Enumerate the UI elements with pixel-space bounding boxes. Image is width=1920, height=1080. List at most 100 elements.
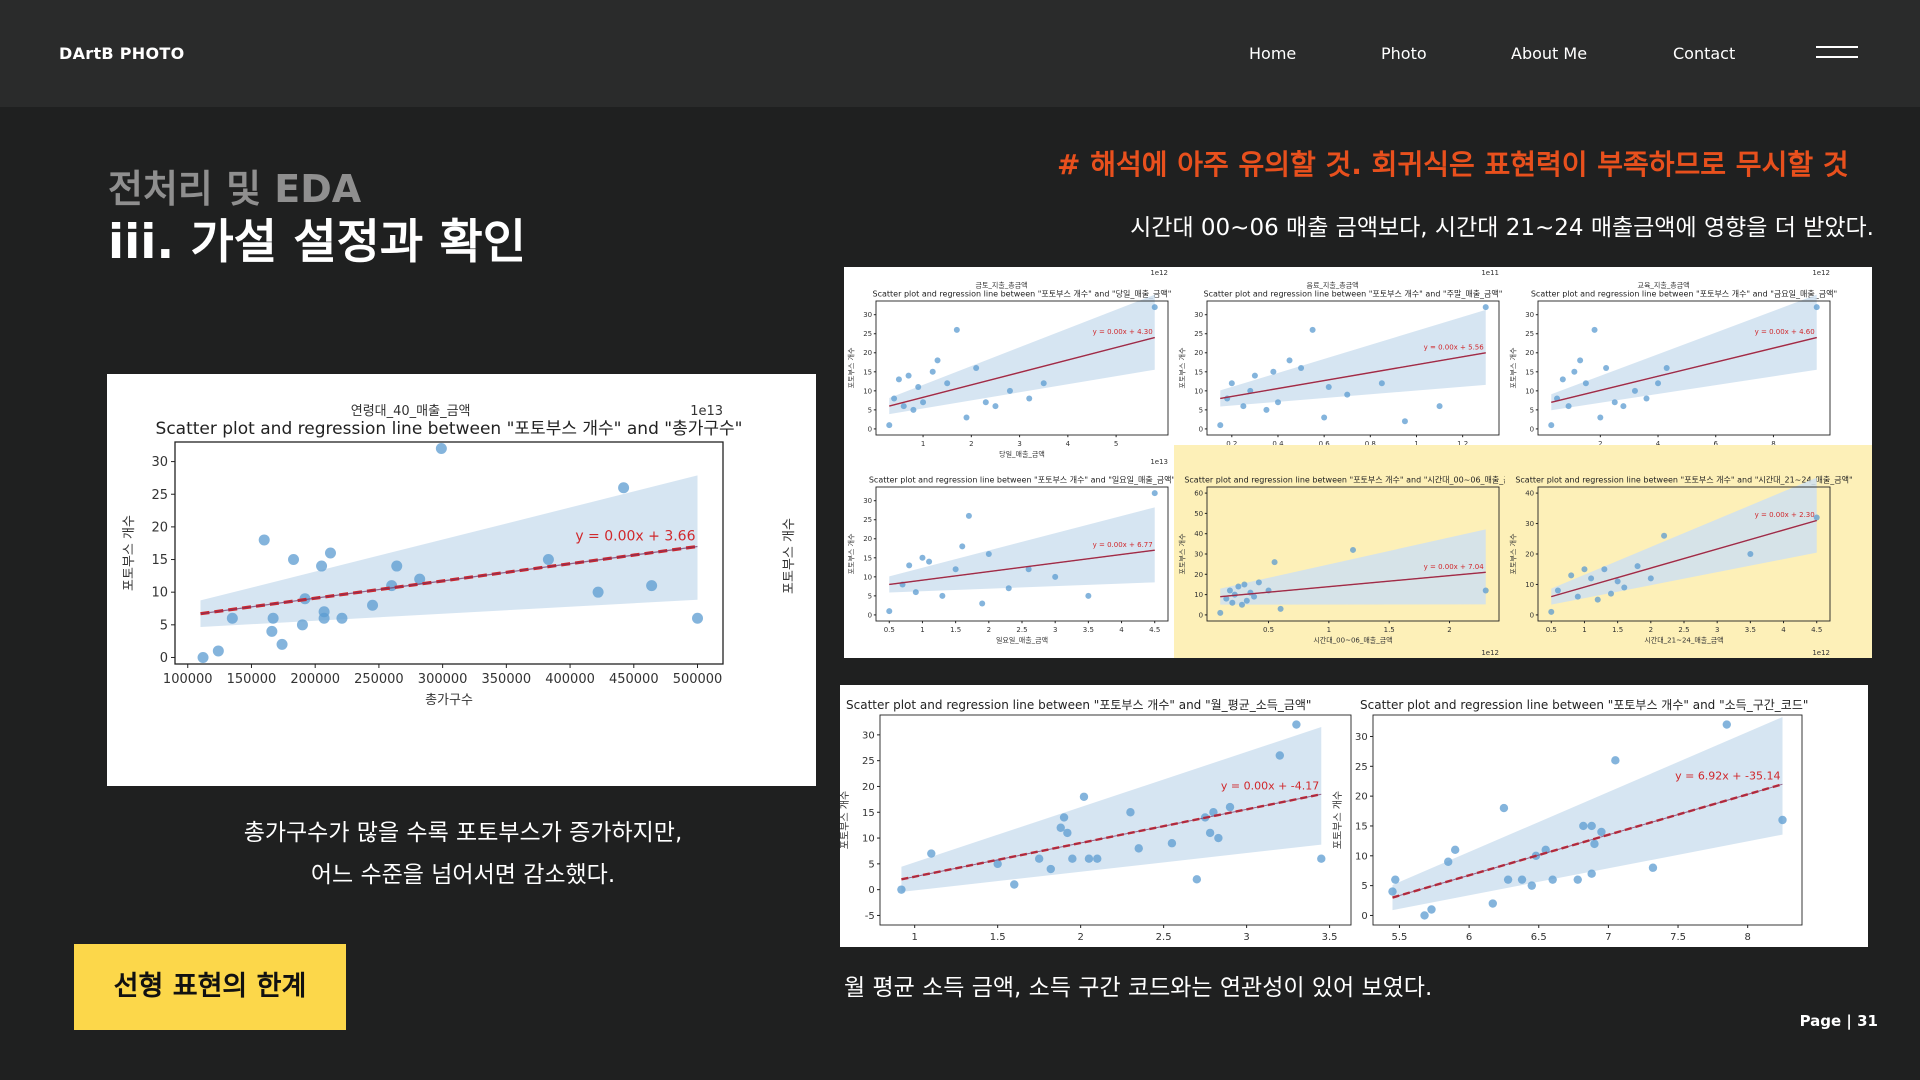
x-tick-label: 2 <box>1649 626 1653 634</box>
data-point <box>1025 566 1032 573</box>
x-tick-label: 7.5 <box>1670 932 1686 943</box>
brand-logo[interactable]: DArtB PHOTO <box>59 44 185 63</box>
data-point <box>1093 854 1102 863</box>
data-point <box>1292 720 1301 729</box>
data-point <box>963 414 970 421</box>
data-point <box>1243 597 1250 604</box>
data-point <box>1579 821 1588 831</box>
data-point <box>891 395 898 402</box>
data-point <box>1631 387 1638 394</box>
scatter-chart-s3: 교육_지출_총금액 1e12 Scatter plot and regression… <box>1508 269 1837 459</box>
x-tick-label: 4 <box>1781 626 1786 634</box>
y-tick-label: 0 <box>1361 911 1367 922</box>
y-tick-label: 10 <box>863 573 872 581</box>
bottom-chart-panel: Scatter plot and regression line between… <box>840 685 1868 947</box>
x-tick-label: 4 <box>1119 626 1124 634</box>
data-point <box>1527 881 1536 890</box>
data-point <box>276 638 288 650</box>
confidence-band <box>1220 309 1486 407</box>
y-axis-label: 포토부스 개수 <box>1508 347 1517 388</box>
y-tick-label: 15 <box>863 554 872 562</box>
chart-title: Scatter plot and regression line between… <box>873 289 1172 299</box>
limitation-tag: 선형 표현의 한계 <box>74 944 346 1030</box>
x-tick-label: 3.5 <box>1322 932 1338 943</box>
confidence-band <box>1220 529 1486 605</box>
y-tick-label: 20 <box>863 535 872 543</box>
section-subtitle: 전처리 및 EDA <box>108 167 362 211</box>
data-point <box>266 625 278 637</box>
x-tick-label: 7 <box>1605 932 1611 943</box>
top-nav: DArtB PHOTO Home Photo About Me Contact <box>0 0 1920 107</box>
nav-home[interactable]: Home <box>1249 44 1297 63</box>
data-point <box>1517 875 1527 884</box>
nav-photo[interactable]: Photo <box>1381 44 1427 63</box>
data-point <box>1603 365 1610 371</box>
y-tick-label: 25 <box>863 330 872 338</box>
data-point <box>993 859 1002 869</box>
data-point <box>1427 905 1436 914</box>
data-point <box>1271 559 1278 566</box>
data-point <box>646 580 658 592</box>
x-tick-label: 6.5 <box>1531 932 1547 943</box>
data-point <box>926 558 933 565</box>
data-point <box>1648 863 1658 872</box>
y-tick-label: 15 <box>1355 821 1368 832</box>
data-point <box>226 612 238 624</box>
data-point <box>1229 599 1236 606</box>
regression-equation: y = 0.00x + -4.17 <box>1221 780 1319 793</box>
y-tick-label: 10 <box>151 586 168 601</box>
data-point <box>1482 587 1489 594</box>
y-tick-label: 25 <box>863 516 872 524</box>
data-point <box>1026 395 1033 402</box>
data-point <box>1388 887 1397 896</box>
nav-contact[interactable]: Contact <box>1673 44 1736 63</box>
x-tick-label: 1.5 <box>1384 626 1395 634</box>
x-tick-label: 3.5 <box>1083 626 1094 634</box>
y-tick-label: 0 <box>160 651 168 666</box>
data-point <box>1010 880 1019 889</box>
x-tick-label: 2.5 <box>1016 626 1027 634</box>
data-point <box>316 560 328 572</box>
y-tick-label: 5 <box>1361 881 1367 892</box>
data-point <box>905 372 912 379</box>
x-axis-label: 당일_매출_금액 <box>999 450 1045 459</box>
x-tick-label: 1 <box>920 626 924 634</box>
regression-line-core <box>1220 352 1486 399</box>
data-point <box>1056 823 1065 832</box>
y-tick-label: 30 <box>1194 311 1203 319</box>
axis-offset-label: 1e13 <box>1150 458 1168 466</box>
data-point <box>212 645 224 657</box>
data-point <box>1270 368 1277 375</box>
data-point <box>900 403 907 410</box>
y-tick-label: 5 <box>868 592 872 600</box>
chart-title: Scatter plot and regression line between… <box>156 419 743 439</box>
data-point <box>1565 403 1572 410</box>
data-point <box>1488 899 1497 908</box>
data-point <box>367 599 379 611</box>
y-tick-label: 15 <box>862 808 875 819</box>
x-tick-label: 300000 <box>418 672 468 687</box>
data-point <box>1401 418 1408 425</box>
data-point <box>1647 575 1654 582</box>
y-tick-label: 30 <box>1355 732 1368 743</box>
y-tick-label: 20 <box>1525 550 1534 558</box>
y-tick-label: 25 <box>151 488 168 503</box>
x-tick-label: 150000 <box>227 672 277 687</box>
data-point <box>1151 304 1158 311</box>
data-point <box>1597 827 1606 837</box>
data-point <box>1722 720 1731 729</box>
y-tick-label: 0 <box>868 425 872 433</box>
main-chart-panel: 연령대_40_매출_금액 1e13 Scatter plot and regress… <box>107 374 816 786</box>
x-tick-label: 0.8 <box>1365 440 1376 448</box>
y-axis-label: 포토부스 개수 <box>846 347 855 388</box>
nav-about-me[interactable]: About Me <box>1511 44 1588 63</box>
x-tick-label: 350000 <box>482 672 532 687</box>
warning-note: # 해석에 아주 유의할 것. 회귀식은 표현력이 부족하므로 무시할 것 <box>1057 148 1849 181</box>
y-tick-label: 25 <box>862 756 875 767</box>
x-tick-label: 6 <box>1466 932 1472 943</box>
data-point <box>1217 609 1224 616</box>
data-point <box>1167 839 1177 848</box>
grid-scatter-charts: 금토_지출_총금액 1e12 Scatter plot and regression… <box>846 269 1872 658</box>
confidence-band <box>889 294 1155 415</box>
menu-icon[interactable] <box>1816 46 1858 60</box>
